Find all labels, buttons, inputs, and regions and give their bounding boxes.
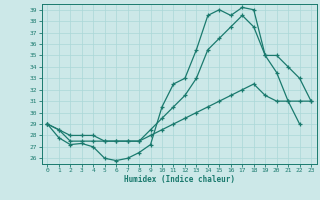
X-axis label: Humidex (Indice chaleur): Humidex (Indice chaleur) xyxy=(124,175,235,184)
